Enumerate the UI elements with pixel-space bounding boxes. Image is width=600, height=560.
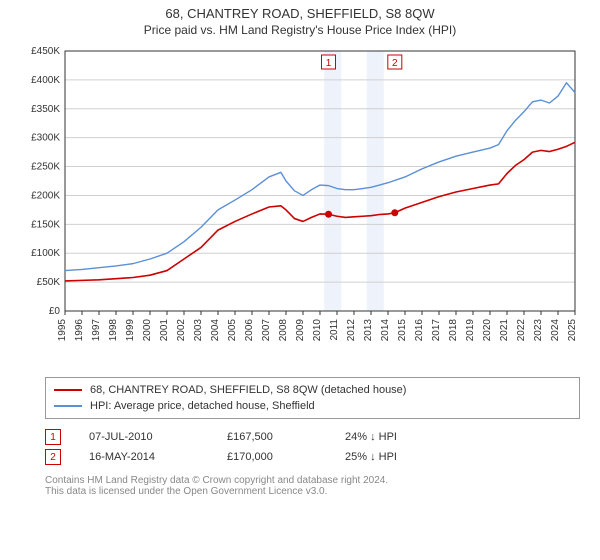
x-tick-label: 2014: [380, 319, 391, 342]
footer-line1: Contains HM Land Registry data © Crown c…: [45, 475, 580, 486]
x-tick-label: 2013: [363, 319, 374, 342]
x-tick-label: 2007: [261, 319, 272, 342]
x-tick-label: 2021: [499, 319, 510, 342]
transaction-diff: 25% ↓ HPI: [345, 451, 435, 463]
chart-marker-1: 1: [326, 58, 332, 69]
x-tick-label: 2023: [533, 319, 544, 342]
transaction-date: 07-JUL-2010: [89, 431, 199, 443]
x-tick-label: 2017: [431, 319, 442, 342]
x-tick-label: 1996: [74, 319, 85, 342]
chart-marker-2: 2: [392, 58, 398, 69]
transaction-diff: 24% ↓ HPI: [345, 431, 435, 443]
transaction-date: 16-MAY-2014: [89, 451, 199, 463]
x-tick-label: 2018: [448, 319, 459, 342]
y-tick-label: £150K: [31, 219, 60, 230]
footer-attribution: Contains HM Land Registry data © Crown c…: [45, 475, 580, 497]
y-tick-label: £400K: [31, 75, 60, 86]
transaction-row: 2 16-MAY-2014 £170,000 25% ↓ HPI: [45, 447, 580, 467]
y-tick-label: £350K: [31, 104, 60, 115]
y-tick-label: £450K: [31, 46, 60, 57]
x-tick-label: 2010: [312, 319, 323, 342]
transaction-price: £167,500: [227, 431, 317, 443]
legend-row: HPI: Average price, detached house, Shef…: [54, 398, 571, 414]
legend-swatch: [54, 405, 82, 407]
x-tick-label: 2005: [227, 319, 238, 342]
x-tick-label: 2024: [550, 319, 561, 342]
x-tick-label: 1998: [108, 319, 119, 342]
y-tick-label: £100K: [31, 248, 60, 259]
chart-title: 68, CHANTREY ROAD, SHEFFIELD, S8 8QW: [0, 6, 600, 21]
x-tick-label: 2002: [176, 319, 187, 342]
y-tick-label: £0: [49, 306, 61, 317]
x-tick-label: 2003: [193, 319, 204, 342]
y-tick-label: £250K: [31, 162, 60, 173]
x-tick-label: 2012: [346, 319, 357, 342]
x-tick-label: 2022: [516, 319, 527, 342]
transaction-marker: 1: [45, 429, 61, 445]
legend-swatch: [54, 389, 82, 391]
x-tick-label: 2016: [414, 319, 425, 342]
footer-line2: This data is licensed under the Open Gov…: [45, 486, 580, 497]
x-tick-label: 2001: [159, 319, 170, 342]
transaction-price: £170,000: [227, 451, 317, 463]
x-tick-label: 2000: [142, 319, 153, 342]
transaction-table: 1 07-JUL-2010 £167,500 24% ↓ HPI 2 16-MAY-201…: [45, 427, 580, 467]
chart-svg: £0 £50K £100K £150K £200K £250K £300K £350K £400…: [20, 41, 580, 371]
x-tick-label: 2019: [465, 319, 476, 342]
chart-subtitle: Price paid vs. HM Land Registry's House …: [0, 23, 600, 37]
x-tick-label: 2025: [567, 319, 578, 342]
x-tick-label: 2004: [210, 319, 221, 342]
legend-label: HPI: Average price, detached house, Shef…: [90, 400, 315, 412]
transaction-row: 1 07-JUL-2010 £167,500 24% ↓ HPI: [45, 427, 580, 447]
transaction-marker: 2: [45, 449, 61, 465]
x-tick-label: 2008: [278, 319, 289, 342]
legend-row: 68, CHANTREY ROAD, SHEFFIELD, S8 8QW (de…: [54, 382, 571, 398]
x-tick-label: 1997: [91, 319, 102, 342]
price-chart: £0 £50K £100K £150K £200K £250K £300K £350K £400…: [20, 41, 580, 371]
x-tick-label: 2006: [244, 319, 255, 342]
x-tick-label: 2011: [329, 319, 340, 341]
y-tick-label: £200K: [31, 190, 60, 201]
x-tick-label: 2020: [482, 319, 493, 342]
y-tick-label: £300K: [31, 133, 60, 144]
x-tick-label: 1999: [125, 319, 136, 342]
x-tick-label: 1995: [57, 319, 68, 342]
x-tick-label: 2009: [295, 319, 306, 342]
y-tick-label: £50K: [37, 277, 61, 288]
legend: 68, CHANTREY ROAD, SHEFFIELD, S8 8QW (de…: [45, 377, 580, 419]
legend-label: 68, CHANTREY ROAD, SHEFFIELD, S8 8QW (de…: [90, 384, 406, 396]
x-tick-label: 2015: [397, 319, 408, 342]
